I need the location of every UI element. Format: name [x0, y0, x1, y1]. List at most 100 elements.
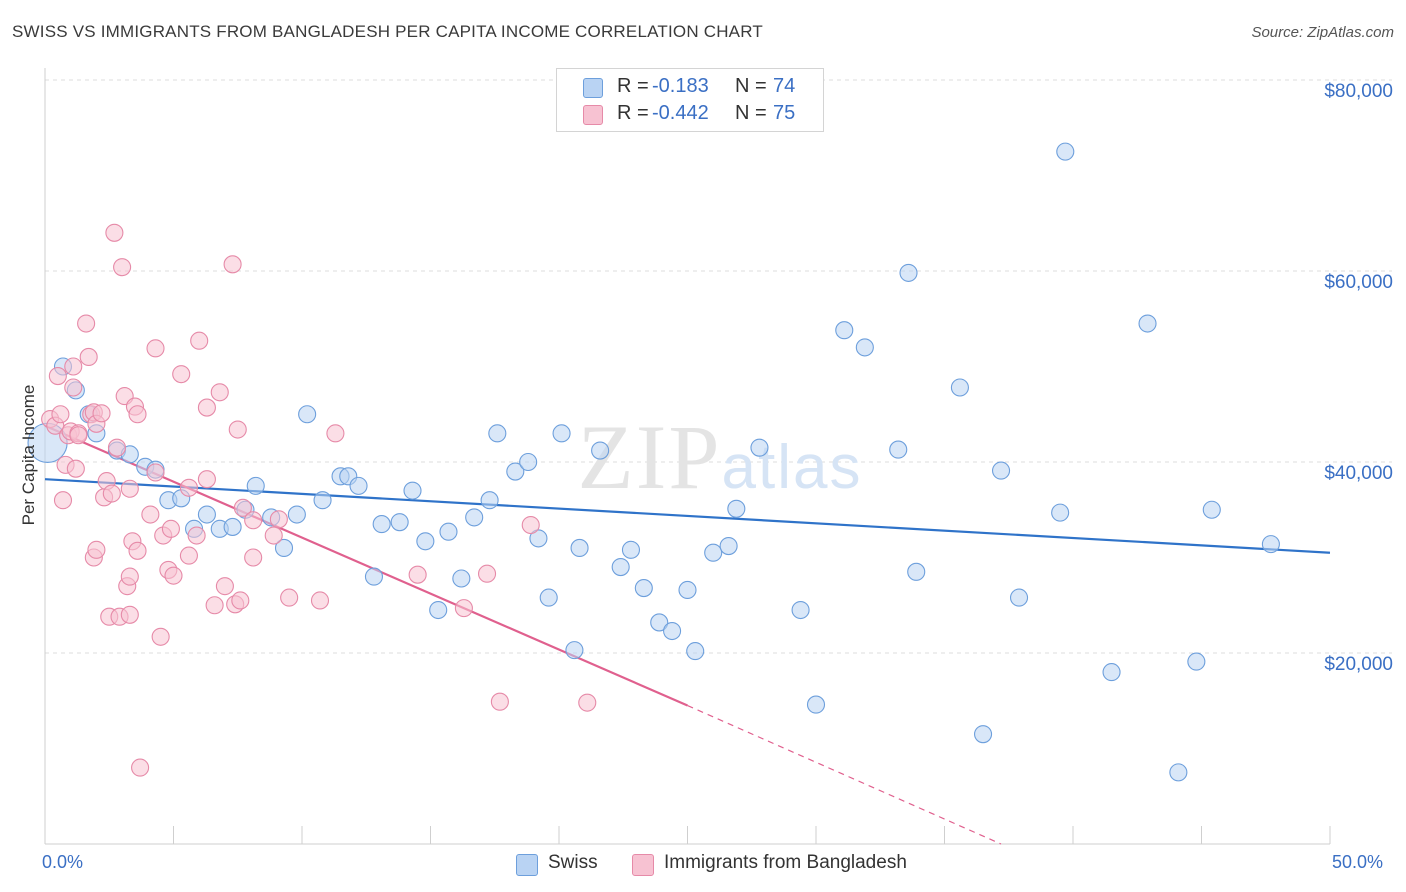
swiss-point — [570, 538, 589, 558]
swiss-point — [1009, 588, 1029, 607]
bangladesh-swatch — [583, 105, 603, 125]
swiss-point — [1056, 142, 1075, 161]
r-value: -0.442 — [652, 102, 709, 124]
swiss-point — [480, 491, 499, 510]
bangladesh-point — [164, 566, 183, 585]
bangladesh-point — [79, 347, 98, 367]
swiss-point — [1169, 763, 1188, 782]
chart-title: SWISS VS IMMIGRANTS FROM BANGLADESH PER … — [12, 22, 763, 41]
swiss-point — [465, 508, 484, 527]
swiss-point — [488, 424, 507, 443]
bangladesh-point — [454, 599, 473, 618]
swiss-point — [364, 567, 384, 586]
bangladesh-point — [120, 605, 139, 624]
bangladesh-point — [490, 692, 509, 711]
bangladesh-point — [128, 405, 147, 424]
watermark: ZIPatlas — [578, 406, 863, 508]
swiss-point — [506, 462, 525, 481]
bangladesh-point — [128, 541, 147, 560]
bangladesh-point — [146, 339, 165, 358]
swiss-point — [452, 569, 471, 588]
r-label: R = — [617, 102, 649, 124]
bangladesh-point — [146, 463, 165, 482]
swiss-point — [678, 580, 697, 600]
swiss-point — [223, 517, 242, 536]
swiss-point — [806, 695, 826, 714]
swiss-point — [1261, 535, 1280, 554]
bangladesh-point — [179, 478, 198, 497]
swiss-point — [349, 476, 368, 495]
swiss-point — [621, 540, 641, 559]
x-max-label: 50.0% — [1332, 852, 1384, 872]
bangladesh-point — [120, 479, 139, 498]
y-tick-labels: $20,000 $40,000 $60,000 $80,000 — [1324, 81, 1393, 675]
x-min-label: 0.0% — [42, 852, 84, 872]
bangladesh-point — [87, 540, 106, 559]
swiss-point — [1202, 500, 1221, 519]
n-value: 75 — [773, 102, 796, 124]
swiss-point — [313, 491, 332, 510]
bangladesh-point — [131, 758, 150, 777]
swiss-point — [835, 321, 854, 340]
bangladesh-point — [326, 424, 345, 443]
bangladesh-point — [477, 564, 497, 583]
y-axis-label: Per Capita Income — [19, 384, 38, 526]
swiss-point — [552, 424, 571, 443]
bangladesh-point — [269, 510, 288, 529]
swiss-point — [704, 543, 723, 562]
bangladesh-point — [210, 383, 229, 402]
bangladesh-point — [190, 331, 209, 350]
bangladesh-trend-extension — [687, 704, 1002, 845]
swiss-point — [855, 338, 874, 357]
bangladesh-point — [578, 693, 597, 712]
swiss-point — [1051, 503, 1070, 522]
swiss-point — [634, 579, 653, 598]
bangladesh-point — [233, 498, 252, 517]
swiss-point — [907, 562, 926, 581]
bangladesh-point — [197, 398, 216, 417]
bangladesh-point — [69, 426, 88, 445]
legend-row-bangladesh: R = -0.442 N = 75 — [557, 102, 823, 128]
bangladesh-point — [151, 627, 170, 646]
bangladesh-point — [228, 420, 247, 439]
swiss-point — [889, 440, 908, 459]
swiss-point — [439, 522, 458, 541]
bangladesh-point — [187, 526, 206, 545]
bangladesh-point — [521, 515, 540, 535]
legend-row-swiss: R = -0.183 N = 74 — [557, 75, 823, 101]
swiss-point — [197, 505, 216, 524]
swiss-point — [1187, 652, 1206, 671]
y-tick-label: $40,000 — [1324, 463, 1393, 484]
bangladesh-point — [408, 565, 427, 584]
bangladesh-point — [141, 505, 160, 524]
bangladesh-point — [264, 526, 283, 545]
y-tick-label: $60,000 — [1324, 272, 1393, 293]
swiss-point — [287, 505, 306, 524]
bangladesh-point — [172, 365, 191, 384]
swiss-point — [791, 600, 810, 620]
gridlines — [45, 79, 1392, 654]
bangladesh-point — [310, 591, 330, 610]
swiss-point — [650, 613, 669, 632]
swiss-point — [403, 481, 422, 500]
bangladesh-point — [105, 223, 124, 242]
bangladesh-point — [66, 459, 85, 478]
bangladesh-point — [113, 258, 132, 277]
bangladesh-point — [64, 357, 83, 376]
bangladesh-point — [223, 255, 242, 274]
swiss-point — [591, 441, 610, 460]
swiss-point — [519, 452, 538, 472]
swiss-point — [899, 263, 918, 282]
bangladesh-point — [244, 548, 263, 567]
swiss-point — [750, 438, 769, 457]
swiss-point — [298, 405, 317, 424]
swiss-point — [416, 532, 435, 551]
bangladesh-point — [215, 577, 234, 596]
bangladesh-point — [107, 438, 127, 457]
swiss-point — [529, 529, 548, 548]
swiss-point — [727, 499, 746, 518]
swiss-point — [950, 378, 969, 397]
swiss-point — [1102, 663, 1121, 682]
r-label: R = — [617, 75, 649, 97]
y-tick-label: $80,000 — [1324, 81, 1393, 102]
